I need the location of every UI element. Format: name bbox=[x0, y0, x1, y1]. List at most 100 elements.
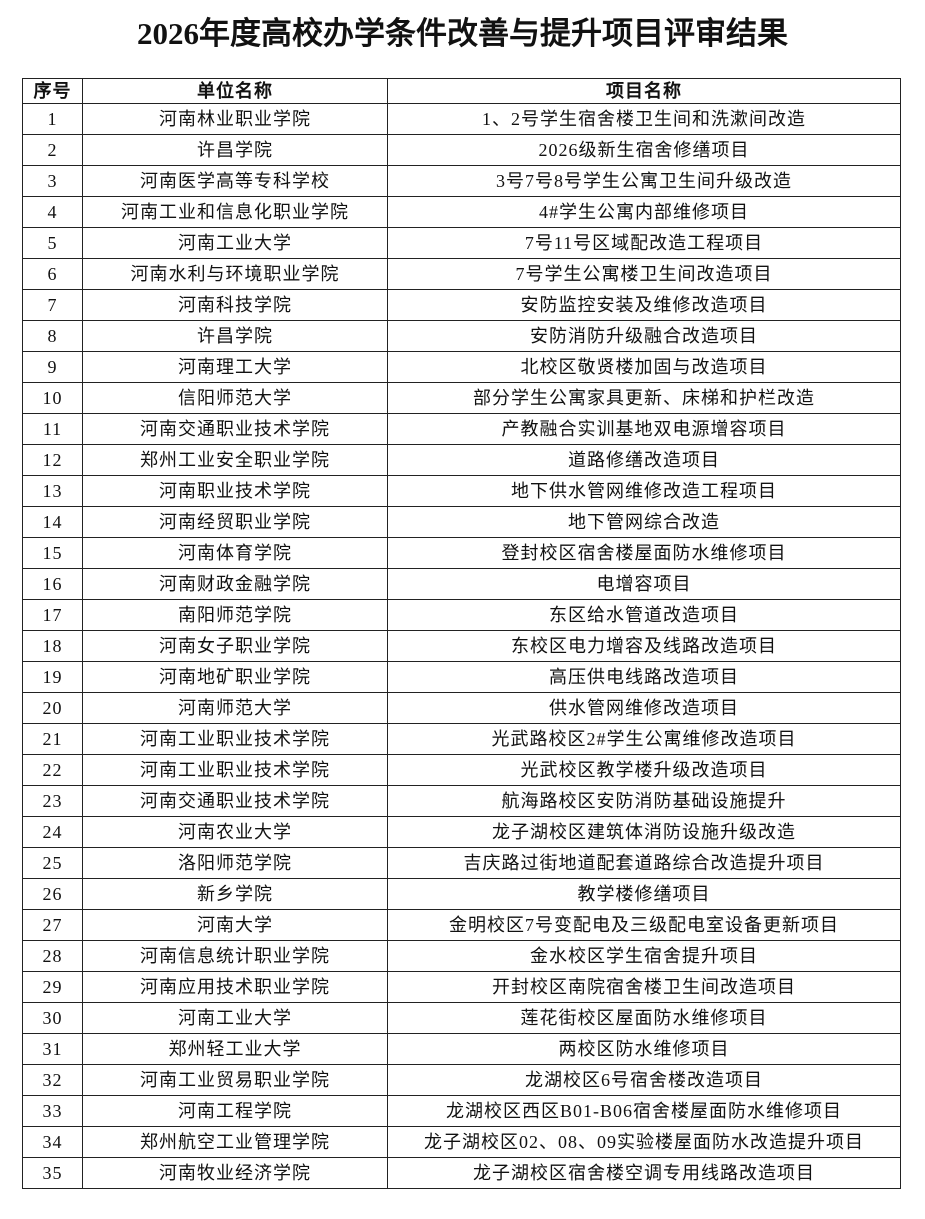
table-row: 32 河南工业贸易职业学院 龙湖校区6号宿舍楼改造项目 bbox=[22, 1064, 901, 1096]
cell-unit-name: 新乡学院 bbox=[82, 878, 388, 910]
cell-index: 31 bbox=[22, 1033, 83, 1065]
cell-unit-name: 河南工业和信息化职业学院 bbox=[82, 196, 388, 228]
cell-project-name: 龙子湖校区02、08、09实验楼屋面防水改造提升项目 bbox=[387, 1126, 901, 1158]
cell-unit-name: 许昌学院 bbox=[82, 134, 388, 166]
cell-index: 19 bbox=[22, 661, 83, 693]
cell-unit-name: 河南工业大学 bbox=[82, 1002, 388, 1034]
cell-index: 20 bbox=[22, 692, 83, 724]
cell-project-name: 部分学生公寓家具更新、床梯和护栏改造 bbox=[387, 382, 901, 414]
cell-project-name: 安防监控安装及维修改造项目 bbox=[387, 289, 901, 321]
cell-unit-name: 郑州工业安全职业学院 bbox=[82, 444, 388, 476]
cell-index: 22 bbox=[22, 754, 83, 786]
table-row: 13 河南职业技术学院 地下供水管网维修改造工程项目 bbox=[22, 475, 901, 507]
cell-index: 33 bbox=[22, 1095, 83, 1127]
table-row: 3 河南医学高等专科学校 3号7号8号学生公寓卫生间升级改造 bbox=[22, 165, 901, 197]
table-row: 29 河南应用技术职业学院 开封校区南院宿舍楼卫生间改造项目 bbox=[22, 971, 901, 1003]
table-row: 20 河南师范大学 供水管网维修改造项目 bbox=[22, 692, 901, 724]
cell-index: 11 bbox=[22, 413, 83, 445]
cell-unit-name: 郑州轻工业大学 bbox=[82, 1033, 388, 1065]
table-row: 33 河南工程学院 龙湖校区西区B01-B06宿舍楼屋面防水维修项目 bbox=[22, 1095, 901, 1127]
cell-index: 1 bbox=[22, 103, 83, 135]
table-row: 5 河南工业大学 7号11号区域配改造工程项目 bbox=[22, 227, 901, 259]
cell-unit-name: 南阳师范学院 bbox=[82, 599, 388, 631]
cell-project-name: 地下管网综合改造 bbox=[387, 506, 901, 538]
cell-project-name: 登封校区宿舍楼屋面防水维修项目 bbox=[387, 537, 901, 569]
cell-unit-name: 洛阳师范学院 bbox=[82, 847, 388, 879]
cell-unit-name: 河南女子职业学院 bbox=[82, 630, 388, 662]
cell-index: 4 bbox=[22, 196, 83, 228]
cell-project-name: 4#学生公寓内部维修项目 bbox=[387, 196, 901, 228]
cell-unit-name: 河南应用技术职业学院 bbox=[82, 971, 388, 1003]
cell-project-name: 光武校区教学楼升级改造项目 bbox=[387, 754, 901, 786]
table-row: 31 郑州轻工业大学 两校区防水维修项目 bbox=[22, 1033, 901, 1065]
cell-project-name: 电增容项目 bbox=[387, 568, 901, 600]
cell-index: 24 bbox=[22, 816, 83, 848]
cell-project-name: 7号11号区域配改造工程项目 bbox=[387, 227, 901, 259]
cell-index: 9 bbox=[22, 351, 83, 383]
cell-unit-name: 河南理工大学 bbox=[82, 351, 388, 383]
cell-unit-name: 河南工业职业技术学院 bbox=[82, 723, 388, 755]
cell-unit-name: 河南农业大学 bbox=[82, 816, 388, 848]
cell-unit-name: 河南经贸职业学院 bbox=[82, 506, 388, 538]
cell-project-name: 金水校区学生宿舍提升项目 bbox=[387, 940, 901, 972]
cell-project-name: 教学楼修缮项目 bbox=[387, 878, 901, 910]
cell-unit-name: 河南工业职业技术学院 bbox=[82, 754, 388, 786]
cell-index: 28 bbox=[22, 940, 83, 972]
table-row: 2 许昌学院 2026级新生宿舍修缮项目 bbox=[22, 134, 901, 166]
cell-unit-name: 河南师范大学 bbox=[82, 692, 388, 724]
cell-project-name: 龙湖校区6号宿舍楼改造项目 bbox=[387, 1064, 901, 1096]
cell-project-name: 高压供电线路改造项目 bbox=[387, 661, 901, 693]
cell-project-name: 东区给水管道改造项目 bbox=[387, 599, 901, 631]
cell-index: 6 bbox=[22, 258, 83, 290]
cell-project-name: 航海路校区安防消防基础设施提升 bbox=[387, 785, 901, 817]
cell-index: 2 bbox=[22, 134, 83, 166]
table-row: 30 河南工业大学 莲花街校区屋面防水维修项目 bbox=[22, 1002, 901, 1034]
header-project-name: 项目名称 bbox=[387, 78, 901, 104]
table-row: 16 河南财政金融学院 电增容项目 bbox=[22, 568, 901, 600]
cell-unit-name: 河南职业技术学院 bbox=[82, 475, 388, 507]
table-row: 25 洛阳师范学院 吉庆路过街地道配套道路综合改造提升项目 bbox=[22, 847, 901, 879]
cell-project-name: 东校区电力增容及线路改造项目 bbox=[387, 630, 901, 662]
table-row: 19 河南地矿职业学院 高压供电线路改造项目 bbox=[22, 661, 901, 693]
cell-project-name: 产教融合实训基地双电源增容项目 bbox=[387, 413, 901, 445]
page-title: 2026年度高校办学条件改善与提升项目评审结果 bbox=[137, 16, 788, 51]
cell-index: 27 bbox=[22, 909, 83, 941]
results-table: 序号 单位名称 项目名称 1 河南林业职业学院 1、2号学生宿舍楼卫生间和洗漱间改造… bbox=[22, 78, 901, 1189]
table-row: 35 河南牧业经济学院 龙子湖校区宿舍楼空调专用线路改造项目 bbox=[22, 1157, 901, 1189]
table-header-row: 序号 单位名称 项目名称 bbox=[22, 78, 901, 104]
table-row: 26 新乡学院 教学楼修缮项目 bbox=[22, 878, 901, 910]
cell-unit-name: 河南体育学院 bbox=[82, 537, 388, 569]
cell-project-name: 3号7号8号学生公寓卫生间升级改造 bbox=[387, 165, 901, 197]
cell-project-name: 光武路校区2#学生公寓维修改造项目 bbox=[387, 723, 901, 755]
cell-unit-name: 河南工业贸易职业学院 bbox=[82, 1064, 388, 1096]
cell-index: 29 bbox=[22, 971, 83, 1003]
table-row: 12 郑州工业安全职业学院 道路修缮改造项目 bbox=[22, 444, 901, 476]
cell-index: 26 bbox=[22, 878, 83, 910]
cell-project-name: 吉庆路过街地道配套道路综合改造提升项目 bbox=[387, 847, 901, 879]
table-row: 8 许昌学院 安防消防升级融合改造项目 bbox=[22, 320, 901, 352]
cell-index: 34 bbox=[22, 1126, 83, 1158]
table-row: 15 河南体育学院 登封校区宿舍楼屋面防水维修项目 bbox=[22, 537, 901, 569]
header-index: 序号 bbox=[22, 78, 83, 104]
cell-project-name: 北校区敬贤楼加固与改造项目 bbox=[387, 351, 901, 383]
cell-unit-name: 河南地矿职业学院 bbox=[82, 661, 388, 693]
table-row: 18 河南女子职业学院 东校区电力增容及线路改造项目 bbox=[22, 630, 901, 662]
cell-project-name: 道路修缮改造项目 bbox=[387, 444, 901, 476]
cell-index: 15 bbox=[22, 537, 83, 569]
cell-unit-name: 许昌学院 bbox=[82, 320, 388, 352]
cell-index: 14 bbox=[22, 506, 83, 538]
cell-index: 7 bbox=[22, 289, 83, 321]
cell-unit-name: 河南工程学院 bbox=[82, 1095, 388, 1127]
cell-project-name: 7号学生公寓楼卫生间改造项目 bbox=[387, 258, 901, 290]
table-row: 10 信阳师范大学 部分学生公寓家具更新、床梯和护栏改造 bbox=[22, 382, 901, 414]
cell-index: 12 bbox=[22, 444, 83, 476]
cell-project-name: 地下供水管网维修改造工程项目 bbox=[387, 475, 901, 507]
cell-unit-name: 河南水利与环境职业学院 bbox=[82, 258, 388, 290]
table-row: 17 南阳师范学院 东区给水管道改造项目 bbox=[22, 599, 901, 631]
cell-index: 8 bbox=[22, 320, 83, 352]
cell-index: 23 bbox=[22, 785, 83, 817]
table-row: 22 河南工业职业技术学院 光武校区教学楼升级改造项目 bbox=[22, 754, 901, 786]
cell-unit-name: 河南医学高等专科学校 bbox=[82, 165, 388, 197]
table-row: 14 河南经贸职业学院 地下管网综合改造 bbox=[22, 506, 901, 538]
cell-unit-name: 河南大学 bbox=[82, 909, 388, 941]
